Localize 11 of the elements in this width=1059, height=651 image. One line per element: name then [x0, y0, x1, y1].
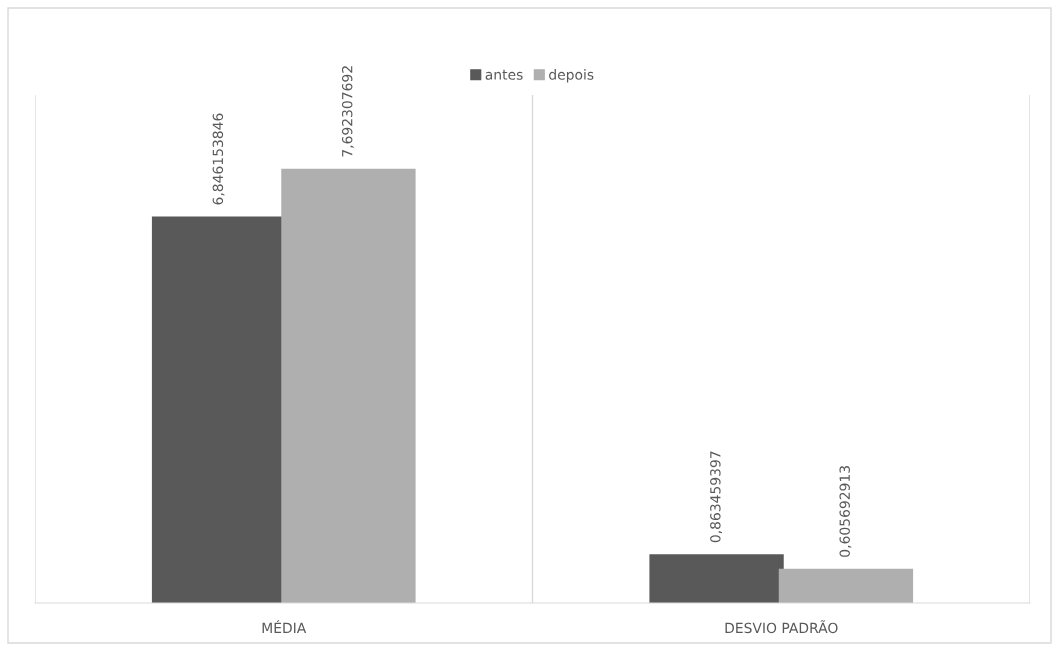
legend-label: antes	[485, 69, 523, 80]
data-label: 0,863459397	[710, 451, 723, 543]
bar	[281, 168, 416, 603]
legend-label: depois	[549, 69, 594, 83]
x-tick-label: MÉDIA	[262, 620, 307, 633]
bar	[649, 554, 784, 603]
x-tick-label: DESVIO PADRÃO	[725, 620, 838, 634]
data-label: 6,846153846	[212, 113, 225, 205]
data-label: 0,605692913	[839, 466, 852, 557]
bar	[778, 568, 914, 603]
data-label: 7,692307692	[341, 66, 354, 157]
